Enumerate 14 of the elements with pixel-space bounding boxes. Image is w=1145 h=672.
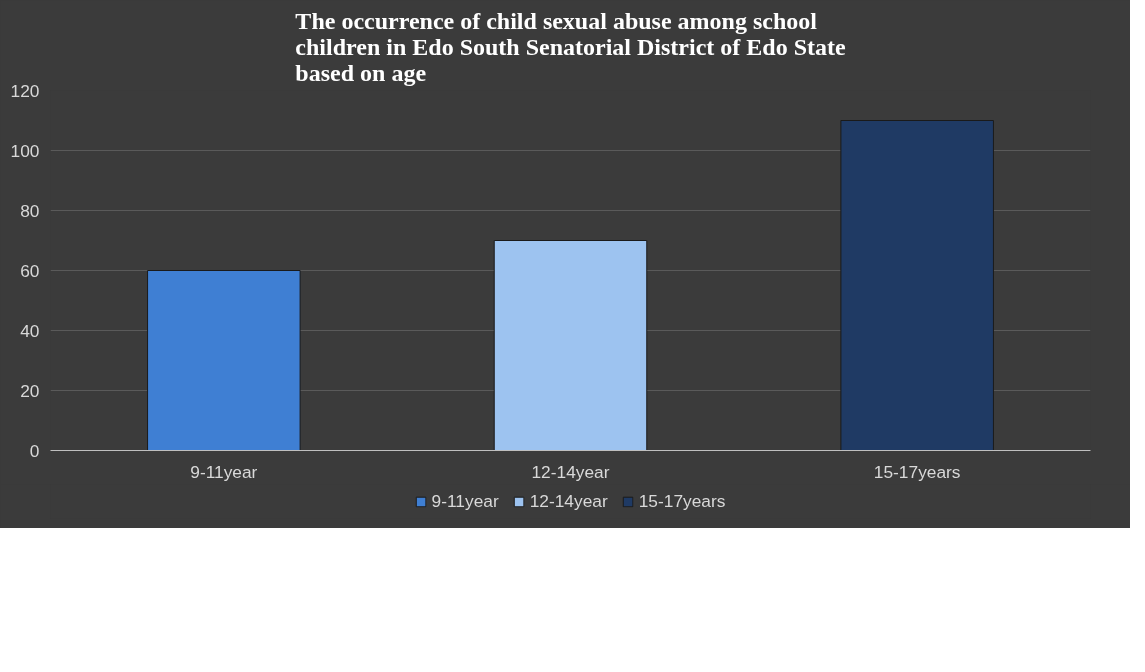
y-tick-label: 120	[10, 80, 40, 101]
x-tick-label: 9-11year	[190, 461, 258, 482]
x-tick-label: 15-17years	[873, 461, 961, 482]
y-tick-label: 0	[29, 440, 40, 461]
x-tick-label: 12-14year	[531, 461, 610, 482]
y-tick-label: 20	[20, 380, 40, 401]
legend-label: 12-14year	[529, 490, 608, 512]
y-tick-label: 60	[20, 260, 40, 281]
y-tick-label: 40	[20, 320, 40, 341]
y-tick-label: 80	[20, 200, 40, 221]
legend-label: 9-11year	[431, 490, 499, 512]
chart-title: The occurrence of child sexual abuse among school children in Edo South Senatorial District of Edo State based on age	[295, 7, 846, 86]
legend-label: 15-17years	[638, 490, 726, 512]
y-tick-label: 100	[10, 140, 40, 161]
